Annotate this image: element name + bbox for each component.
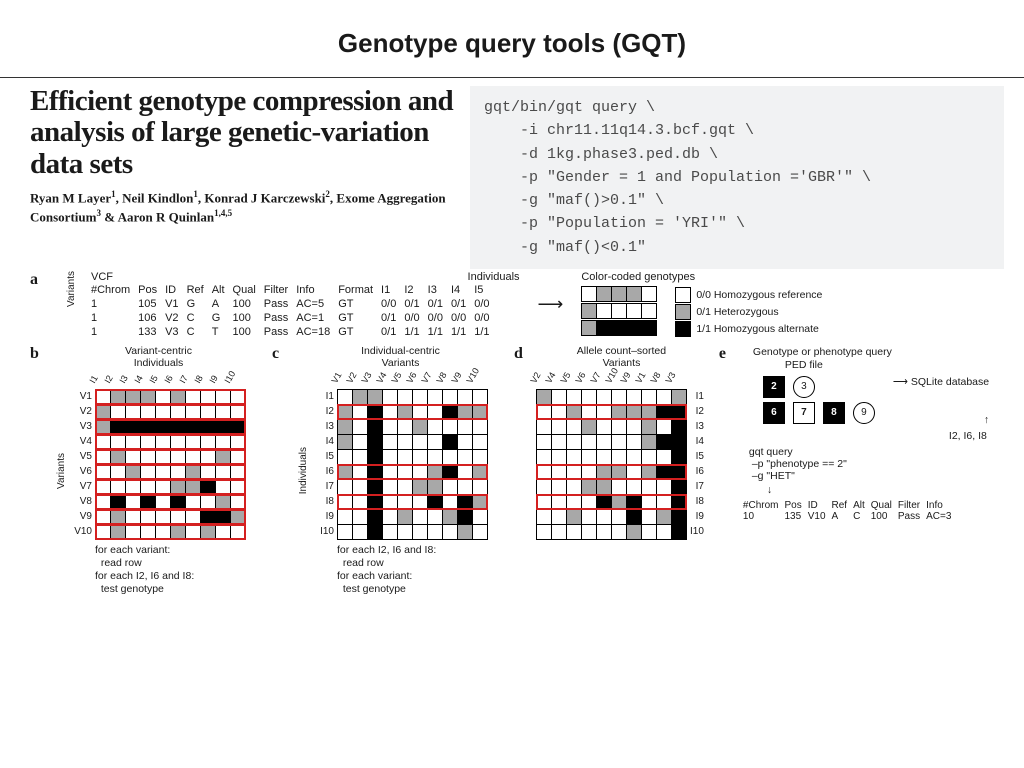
panel-e: e Genotype or phenotype query PED file 2… <box>707 345 1014 597</box>
code-block: gqt/bin/gqt query \ -i chr11.11q14.3.bcf… <box>470 86 1004 269</box>
panel-b-label: b <box>30 345 48 597</box>
panel-a: a Variants VCF #ChromPosIDRefAltQualFilt… <box>0 269 1024 339</box>
individuals-label: Individuals <box>468 271 520 283</box>
panel-b-ylabel: Variants <box>52 453 67 489</box>
panel-c-label: c <box>272 345 290 597</box>
panel-d-label: d <box>514 345 532 597</box>
panel-a-label: a <box>30 271 48 289</box>
panel-c: Individual-centricVariantsV1V2V3V4V5V6V7… <box>313 345 488 597</box>
paper-heading: Efficient genotype compression and analy… <box>30 86 460 269</box>
ped-file-label: PED file <box>743 359 1014 371</box>
sqlite-label: SQLite database <box>911 376 989 388</box>
arrow-icon: ⟶ <box>534 294 568 315</box>
result-table: #ChromPosIDRefAltQualFilterInfo10135V10A… <box>743 500 958 522</box>
genotype-legend: 0/0 Homozygous reference0/1 Heterozygous… <box>675 286 822 338</box>
color-grid <box>581 286 657 338</box>
vcf-title: VCF <box>91 271 498 283</box>
vcf-table: #ChromPosIDRefAltQualFilterInfoFormatI1I… <box>91 283 498 339</box>
panel-b: Variant-centricIndividualsI1I2I3I4I5I6I7… <box>71 345 246 597</box>
result-ids: I2, I6, I8 <box>949 430 989 442</box>
panel-e-label: e <box>719 345 737 522</box>
gqt-query-text: gqt query –p "phenotype == 2" –g "HET" <box>749 446 1014 482</box>
panel-c-ylabel: Individuals <box>294 447 309 494</box>
pedigree-diagram: 236789 <box>763 376 875 438</box>
panel-d: Allele count–sortedVariantsV2V4V5V6V7V10… <box>536 345 707 597</box>
colorcoded-label: Color-coded genotypes <box>581 271 822 283</box>
panels-row: b Variants Variant-centricIndividualsI1I… <box>0 339 1024 597</box>
panel-e-title: Genotype or phenotype query <box>743 346 1014 358</box>
slide-title: Genotype query tools (GQT) <box>0 0 1024 78</box>
paper-title: Efficient genotype compression and analy… <box>30 86 460 180</box>
variants-axis-label: Variants <box>62 271 77 307</box>
top-section: Efficient genotype compression and analy… <box>0 78 1024 269</box>
paper-authors: Ryan M Layer1, Neil Kindlon1, Konrad J K… <box>30 188 460 226</box>
